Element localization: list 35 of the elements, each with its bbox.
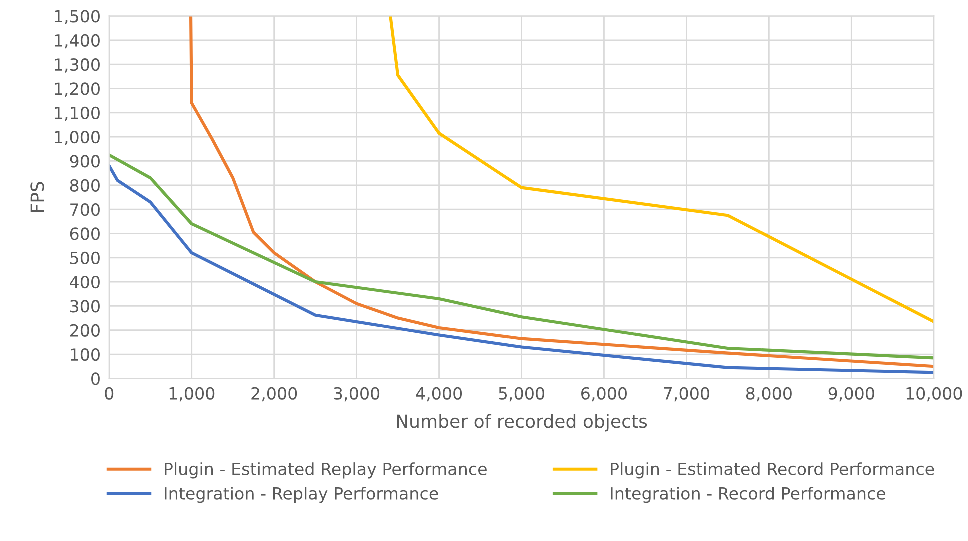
- x-tick-label: 8,000: [746, 387, 792, 402]
- legend-label: Plugin - Estimated Replay Performance: [165, 462, 487, 479]
- y-tick-label: 1,000: [55, 131, 100, 146]
- x-tick-label: 10,000: [906, 387, 962, 402]
- y-tick-label: 700: [70, 204, 100, 216]
- y-tick-label: 900: [70, 155, 100, 168]
- y-tick-label: 100: [71, 348, 100, 362]
- y-tick-label: 0: [92, 372, 100, 386]
- y-axis-title: FPS: [30, 182, 44, 212]
- x-tick-label: 0: [105, 387, 114, 400]
- y-tick-label: 1,400: [55, 34, 100, 49]
- legend-label: Integration - Record Performance: [611, 487, 886, 504]
- x-tick-label: 1,000: [170, 387, 215, 402]
- y-tick-label: 1,200: [55, 82, 100, 97]
- x-tick-label: 6,000: [582, 387, 627, 402]
- line-series: [190, 16, 934, 368]
- x-tick-label: 5,000: [499, 387, 544, 402]
- x-tick-label: 7,000: [664, 387, 710, 402]
- y-tick-label: 300: [70, 300, 100, 313]
- y-tick-label: 500: [70, 252, 100, 264]
- y-tick-label: 1,100: [55, 106, 100, 122]
- y-tick-label: 400: [70, 276, 100, 289]
- y-tick-label: 800: [70, 179, 100, 192]
- y-tick-label: 600: [70, 228, 100, 240]
- x-tick-label: 4,000: [416, 387, 462, 402]
- x-tick-label: 9,000: [828, 387, 874, 402]
- y-tick-label: 1,500: [55, 10, 100, 24]
- line-series: [389, 16, 934, 324]
- y-tick-label: 200: [70, 324, 100, 337]
- legend-label: Integration - Replay Performance: [165, 487, 438, 504]
- legend-label: Plugin - Estimated Record Performance: [611, 462, 934, 479]
- x-tick-label: 3,000: [334, 387, 380, 402]
- x-tick-label: 2,000: [252, 387, 298, 402]
- x-axis-title: Number of recorded objects: [397, 414, 648, 432]
- y-tick-label: 1,300: [55, 58, 100, 73]
